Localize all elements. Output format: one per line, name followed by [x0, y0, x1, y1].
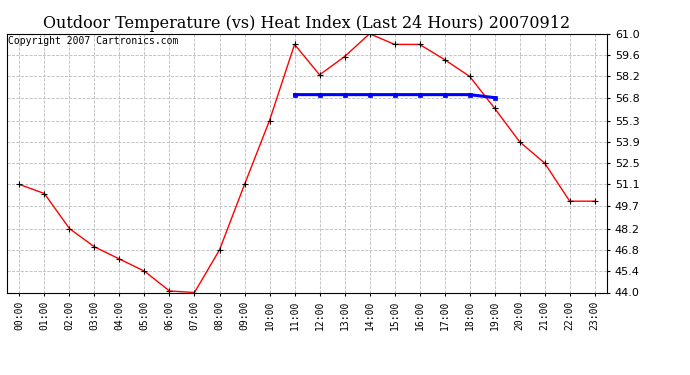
- Title: Outdoor Temperature (vs) Heat Index (Last 24 Hours) 20070912: Outdoor Temperature (vs) Heat Index (Las…: [43, 15, 571, 32]
- Text: Copyright 2007 Cartronics.com: Copyright 2007 Cartronics.com: [8, 36, 179, 46]
